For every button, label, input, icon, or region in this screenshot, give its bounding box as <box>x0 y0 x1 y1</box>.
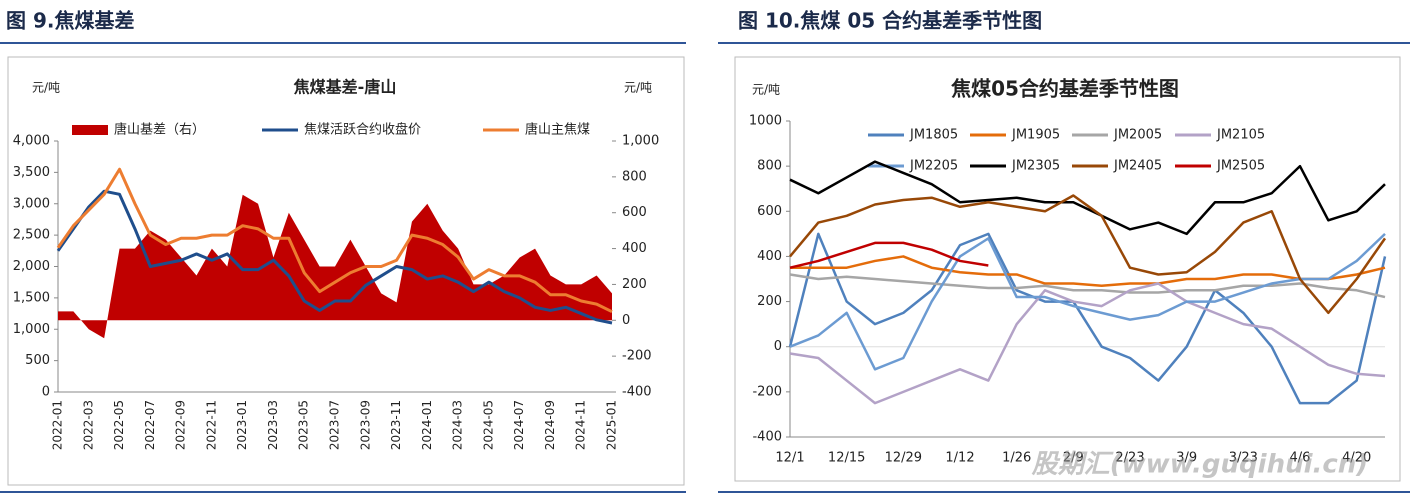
x-tick-label: 2024-05 <box>481 400 495 450</box>
x-tick-label: 2022-01 <box>51 400 65 450</box>
y-tick-label: -400 <box>752 430 782 445</box>
x-tick-label: 12/1 <box>775 451 804 466</box>
y-tick-label: 0 <box>42 385 50 400</box>
x-tick-label: 2/23 <box>1115 451 1144 466</box>
line <box>788 232 1387 405</box>
x-tick-label: 2023-07 <box>328 400 342 450</box>
y-tick-label: 600 <box>757 204 782 219</box>
y-tick-label: -200 <box>752 384 782 399</box>
watermark: 股期汇(www.guqihui.cn) <box>1031 450 1368 480</box>
x-tick-label: 4/6 <box>1290 451 1311 466</box>
legend-label: JM2505 <box>1216 159 1265 174</box>
y-tick-label: 200 <box>757 294 782 309</box>
line <box>789 282 1386 405</box>
x-tick-label: 2023-01 <box>235 400 249 450</box>
chart-title: 焦煤05合约基差季节性图 <box>951 77 1179 101</box>
y-tick-label: 1,500 <box>13 290 50 305</box>
x-tick-label: 3/9 <box>1176 451 1197 466</box>
x-tick-label: 1/26 <box>1002 451 1031 466</box>
y-tick-label: 800 <box>757 159 782 174</box>
x-tick-label: 4/20 <box>1342 451 1371 466</box>
x-tick-label: 2022-07 <box>143 400 157 450</box>
x-tick-label: 12/15 <box>828 451 865 466</box>
y-tick-label: 2,500 <box>13 228 50 243</box>
legend-label: 唐山基差（右） <box>114 122 205 138</box>
legend-label: 焦煤活跃合约收盘价 <box>304 122 421 138</box>
x-tick-label: 2024-11 <box>574 400 588 450</box>
x-tick-label: 2025-01 <box>605 400 619 450</box>
legend-label: JM2405 <box>1113 159 1162 174</box>
legend-label: JM1905 <box>1011 128 1060 143</box>
x-tick-label: 2023-09 <box>358 400 372 450</box>
y-axis-unit: 元/吨 <box>32 81 60 95</box>
legend-label: JM2305 <box>1011 159 1060 174</box>
x-tick-label: 1/12 <box>945 451 974 466</box>
x-tick-label: 2024-01 <box>420 400 434 450</box>
x-tick-label: 2023-11 <box>389 400 403 450</box>
x-tick-label: 2022-05 <box>112 400 126 450</box>
chart-frame <box>734 56 1401 482</box>
line <box>789 241 989 269</box>
x-tick-label: 2023-03 <box>266 400 280 450</box>
legend-label: JM2105 <box>1216 128 1265 143</box>
line <box>790 255 1386 288</box>
line <box>789 232 1386 371</box>
y-tick-label: 3,500 <box>13 165 50 180</box>
x-tick-label: 2/9 <box>1063 451 1084 466</box>
y-tick-label: 0 <box>774 339 782 354</box>
line <box>789 160 1386 236</box>
y-tick-label: 4,000 <box>13 134 50 149</box>
x-tick-label: 2022-09 <box>174 400 188 450</box>
y2-tick-label: 800 <box>622 169 647 184</box>
x-tick-label: 3/23 <box>1229 451 1258 466</box>
legend-swatch <box>72 125 108 135</box>
line <box>789 194 1387 315</box>
y2-tick-label: 600 <box>622 205 647 220</box>
y-tick-label: 400 <box>757 249 782 264</box>
area <box>58 194 612 339</box>
legend-label: JM2205 <box>909 159 958 174</box>
line <box>56 189 613 325</box>
y-tick-label: 2,000 <box>13 259 50 274</box>
y-tick-label: 3,000 <box>13 196 50 211</box>
y2-tick-label: -200 <box>622 349 652 364</box>
x-tick-label: 2024-07 <box>512 400 526 450</box>
y-tick-label: 1000 <box>749 114 782 129</box>
legend-label: JM2005 <box>1113 128 1162 143</box>
y2-axis-unit: 元/吨 <box>624 81 652 95</box>
y2-tick-label: 1,000 <box>622 134 659 149</box>
y-axis-unit: 元/吨 <box>752 83 780 97</box>
x-tick-label: 2022-03 <box>81 400 95 450</box>
y-tick-label: 1,000 <box>13 322 50 337</box>
x-tick-label: 2023-05 <box>297 400 311 450</box>
x-tick-label: 2024-09 <box>543 400 557 450</box>
x-tick-label: 2024-03 <box>451 400 465 450</box>
y2-tick-label: 400 <box>622 241 647 256</box>
figure-header: 图 9.焦煤基差 <box>6 9 134 33</box>
x-tick-label: 12/29 <box>885 451 922 466</box>
line <box>56 167 613 314</box>
y-tick-label: 500 <box>25 353 50 368</box>
y2-tick-label: -400 <box>622 385 652 400</box>
legend-label: 唐山主焦煤 <box>525 122 590 138</box>
figure-header: 图 10.焦煤 05 合约基差季节性图 <box>738 9 1042 33</box>
y2-tick-label: 200 <box>622 277 647 292</box>
chart-title: 焦煤基差-唐山 <box>293 78 397 97</box>
line <box>789 273 1386 299</box>
x-tick-label: 2022-11 <box>204 400 218 450</box>
legend-label: JM1805 <box>909 128 958 143</box>
y2-tick-label: 0 <box>622 313 630 328</box>
